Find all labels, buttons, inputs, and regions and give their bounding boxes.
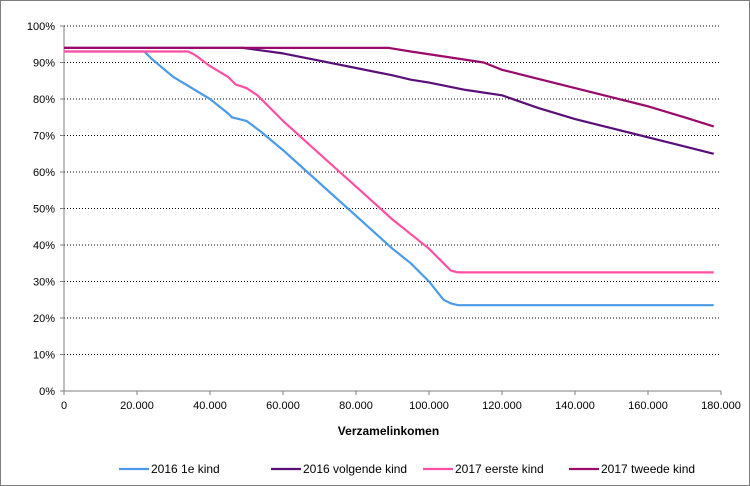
x-axis-label: Verzamelinkomen — [338, 424, 439, 438]
axes — [63, 26, 721, 392]
series-line-2 — [64, 46, 714, 155]
x-tick-label: 0 — [61, 400, 67, 412]
x-tick-label: 60.000 — [266, 400, 300, 412]
y-tick-label: 0% — [39, 386, 55, 398]
legend-label: 2016 1e kind — [151, 462, 220, 476]
y-tick-labels: 0% 10% 20% 30% 40% 50% 60% 70% 80% 90% 100% — [27, 21, 55, 398]
x-tick-label: 100.000 — [409, 400, 449, 412]
legend-label: 2017 tweede kind — [601, 462, 695, 476]
legend-label: 2016 volgende kind — [303, 462, 407, 476]
legend-label: 2017 eerste kind — [455, 462, 544, 476]
x-tick-label: 140.000 — [555, 400, 595, 412]
x-tick-label: 160.000 — [628, 400, 668, 412]
y-tick-label: 30% — [33, 277, 55, 289]
x-tick-label: 80.000 — [339, 400, 373, 412]
x-tick-label: 20.000 — [120, 400, 154, 412]
y-tick-label: 70% — [33, 131, 55, 143]
y-tick-label: 50% — [33, 204, 55, 216]
y-tick-label: 20% — [33, 313, 55, 325]
y-tick-label: 60% — [33, 167, 55, 179]
series-line-4 — [64, 46, 715, 128]
y-tick-label: 100% — [27, 21, 55, 33]
y-tick-label: 90% — [33, 58, 55, 70]
x-tick-label: 120.000 — [482, 400, 522, 412]
y-tick-label: 40% — [33, 240, 55, 252]
x-tick-labels: 0 20.000 40.000 60.000 80.000 100.000 120.000 1… — [61, 391, 741, 412]
x-tick-label: 40.000 — [193, 400, 227, 412]
legend: 2016 1e kind 2016 volgende kind 2017 eerst… — [119, 462, 695, 476]
y-tick-label: 10% — [33, 350, 55, 362]
series-lines — [64, 46, 715, 307]
series-line-1 — [64, 50, 714, 307]
series-line-3 — [64, 50, 714, 274]
y-tick-label: 80% — [33, 94, 55, 106]
x-tick-label: 180.000 — [701, 400, 741, 412]
gridlines — [60, 25, 721, 392]
